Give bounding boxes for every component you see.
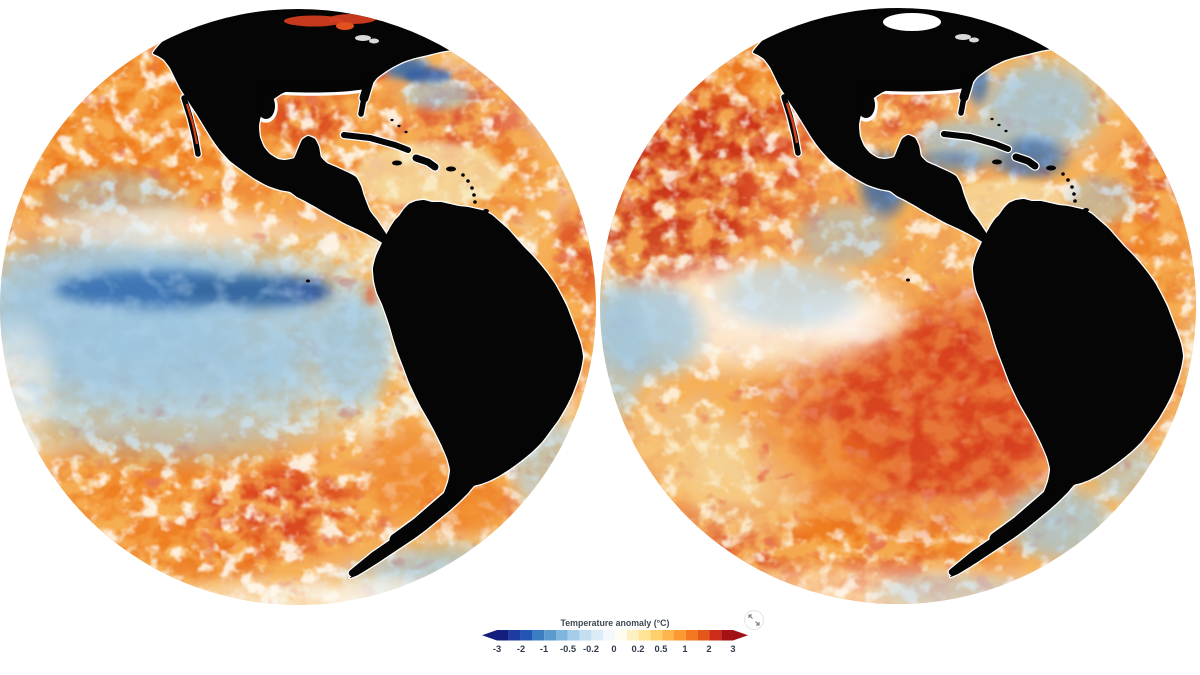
svg-text:-0.2: -0.2 — [583, 644, 599, 654]
svg-text:-0.5: -0.5 — [560, 644, 576, 654]
svg-text:-2: -2 — [517, 644, 525, 654]
svg-text:3: 3 — [730, 644, 735, 654]
svg-text:-3: -3 — [493, 644, 501, 654]
svg-text:-1: -1 — [540, 644, 548, 654]
svg-text:0.5: 0.5 — [655, 644, 668, 654]
svg-text:0.2: 0.2 — [632, 644, 645, 654]
svg-text:Temperature anomaly (°C): Temperature anomaly (°C) — [561, 618, 670, 628]
svg-text:0: 0 — [611, 644, 616, 654]
svg-text:2: 2 — [706, 644, 711, 654]
svg-text:1: 1 — [682, 644, 687, 654]
